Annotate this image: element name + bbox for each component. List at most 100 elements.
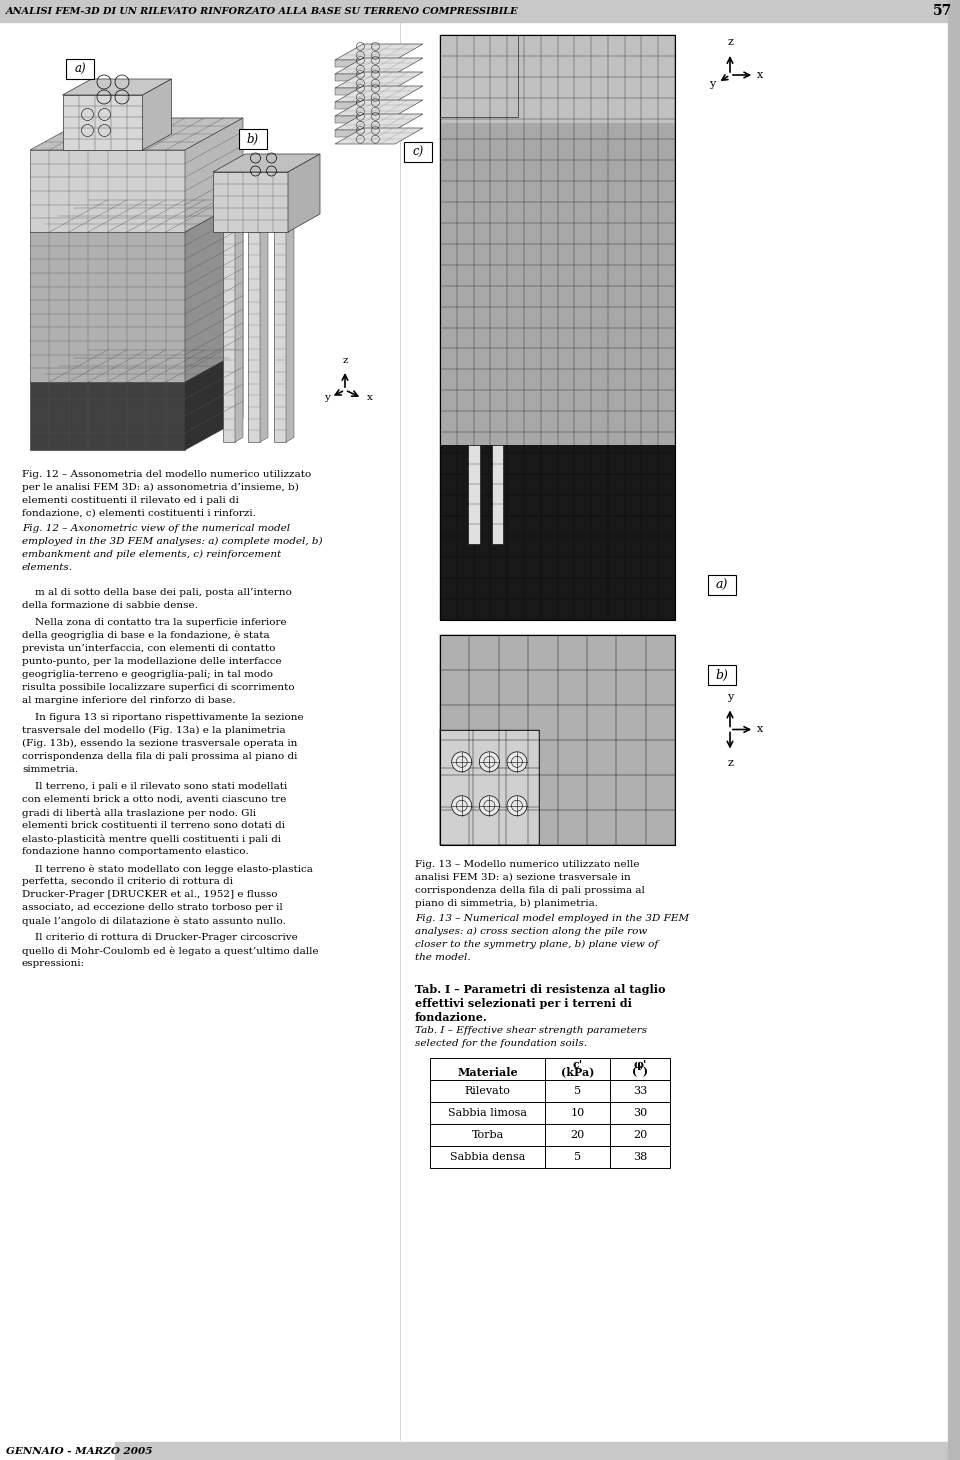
Polygon shape (335, 114, 423, 130)
Polygon shape (335, 128, 423, 145)
Text: Il terreno è stato modellato con legge elasto-plastica: Il terreno è stato modellato con legge e… (22, 864, 313, 873)
Polygon shape (142, 79, 172, 150)
Bar (545, 1080, 610, 1102)
Bar (0, 0, 960, 22)
Text: della geogriglia di base e la fondazione, è stata: della geogriglia di base e la fondazione… (22, 631, 270, 641)
Bar (440, 635, 675, 845)
Text: y: y (709, 79, 716, 89)
Text: quello di Mohr-Coulomb ed è legato a quest’ultimo dalle: quello di Mohr-Coulomb ed è legato a que… (22, 946, 319, 955)
Text: Il criterio di rottura di Drucker-Prager circoscrive: Il criterio di rottura di Drucker-Prager… (22, 933, 298, 942)
Text: gradi di libertà alla traslazione per nodo. Gli: gradi di libertà alla traslazione per no… (22, 807, 256, 818)
Polygon shape (62, 79, 172, 95)
Text: perfetta, secondo il criterio di rottura di: perfetta, secondo il criterio di rottura… (22, 877, 233, 886)
Text: analisi FEM 3D: a) sezione trasversale in: analisi FEM 3D: a) sezione trasversale i… (415, 873, 631, 882)
Polygon shape (274, 232, 286, 442)
Bar (468, 444, 480, 545)
Polygon shape (248, 232, 260, 442)
Circle shape (452, 752, 471, 772)
Bar (440, 35, 517, 117)
Bar (708, 664, 736, 685)
Polygon shape (235, 228, 243, 442)
Text: al margine inferiore del rinforzo di base.: al margine inferiore del rinforzo di bas… (22, 696, 235, 705)
Text: associato, ad eccezione dello strato torboso per il: associato, ad eccezione dello strato tor… (22, 902, 283, 912)
Bar (440, 35, 675, 620)
Text: 20: 20 (570, 1130, 585, 1140)
Text: z: z (727, 758, 732, 768)
Text: Sabbia limosa: Sabbia limosa (448, 1108, 527, 1118)
Bar (492, 444, 503, 545)
Text: φ': φ' (634, 1060, 647, 1070)
Text: trasversale del modello (Fig. 13a) e la planimetria: trasversale del modello (Fig. 13a) e la … (22, 726, 286, 736)
Polygon shape (335, 115, 395, 123)
Text: Fig. 12 – Axonometric view of the numerical model: Fig. 12 – Axonometric view of the numeri… (22, 524, 290, 533)
Text: Drucker-Prager [DRUCKER et al., 1952] e flusso: Drucker-Prager [DRUCKER et al., 1952] e … (22, 891, 277, 899)
Text: per le analisi FEM 3D: a) assonometria d’insieme, b): per le analisi FEM 3D: a) assonometria d… (22, 483, 299, 492)
Text: Torba: Torba (471, 1130, 504, 1140)
Bar (115, 1442, 948, 1460)
Text: risulta possibile localizzare superfici di scorrimento: risulta possibile localizzare superfici … (22, 683, 295, 692)
Bar (545, 1058, 610, 1080)
Text: Il terreno, i pali e il rilevato sono stati modellati: Il terreno, i pali e il rilevato sono st… (22, 783, 287, 791)
Text: a): a) (716, 578, 729, 591)
Text: a): a) (74, 63, 85, 76)
Text: analyses: a) cross section along the pile row: analyses: a) cross section along the pil… (415, 927, 647, 936)
Polygon shape (335, 130, 395, 137)
Bar (440, 730, 539, 845)
Bar (545, 1146, 610, 1168)
Text: 57: 57 (933, 4, 952, 18)
Text: elementi brick costituenti il terreno sono dotati di: elementi brick costituenti il terreno so… (22, 821, 285, 829)
Polygon shape (30, 200, 243, 232)
Text: Sabbia densa: Sabbia densa (450, 1152, 525, 1162)
Circle shape (452, 796, 471, 816)
Bar (610, 1102, 670, 1124)
Text: prevista un’interfaccia, con elementi di contatto: prevista un’interfaccia, con elementi di… (22, 644, 276, 653)
Bar (430, 1146, 545, 1168)
Text: elementi costituenti il rilevato ed i pali di: elementi costituenti il rilevato ed i pa… (22, 496, 239, 505)
Text: fondazione hanno comportamento elastico.: fondazione hanno comportamento elastico. (22, 847, 249, 856)
Bar (545, 1124, 610, 1146)
Bar (948, 0, 960, 1460)
Text: Materiale: Materiale (457, 1066, 517, 1077)
Text: Tab. I – Parametri di resistenza al taglio: Tab. I – Parametri di resistenza al tagl… (415, 984, 665, 996)
Text: ANALISI FEM-3D DI UN RILEVATO RINFORZATO ALLA BASE SU TERRENO COMPRESSIBILE: ANALISI FEM-3D DI UN RILEVATO RINFORZATO… (6, 6, 518, 16)
Text: x: x (756, 70, 762, 80)
Polygon shape (335, 60, 395, 67)
Polygon shape (30, 150, 185, 232)
Text: the model.: the model. (415, 953, 470, 962)
Bar (440, 635, 675, 845)
Bar (610, 1146, 670, 1168)
Bar (430, 1080, 545, 1102)
Circle shape (479, 752, 499, 772)
Text: con elementi brick a otto nodi, aventi ciascuno tre: con elementi brick a otto nodi, aventi c… (22, 796, 286, 804)
Bar (708, 575, 736, 596)
Text: y: y (324, 394, 330, 403)
Bar (610, 1080, 670, 1102)
Polygon shape (30, 118, 243, 150)
Text: 30: 30 (633, 1108, 647, 1118)
Text: 5: 5 (574, 1086, 581, 1096)
Text: 33: 33 (633, 1086, 647, 1096)
Text: Tab. I – Effective shear strength parameters: Tab. I – Effective shear strength parame… (415, 1026, 647, 1035)
Text: 20: 20 (633, 1130, 647, 1140)
Polygon shape (335, 102, 395, 109)
Text: x: x (756, 724, 762, 734)
Polygon shape (335, 86, 423, 102)
Bar (239, 128, 267, 149)
Text: (Fig. 13b), essendo la sezione trasversale operata in: (Fig. 13b), essendo la sezione trasversa… (22, 739, 298, 748)
Text: selected for the foundation soils.: selected for the foundation soils. (415, 1040, 588, 1048)
Text: quale l’angolo di dilatazione è stato assunto nullo.: quale l’angolo di dilatazione è stato as… (22, 915, 286, 926)
Circle shape (507, 752, 527, 772)
Text: y: y (727, 692, 733, 701)
Text: embankment and pile elements, c) reinforcement: embankment and pile elements, c) reinfor… (22, 550, 281, 559)
Polygon shape (223, 232, 235, 442)
Circle shape (507, 796, 527, 816)
Text: employed in the 3D FEM analyses: a) complete model, b): employed in the 3D FEM analyses: a) comp… (22, 537, 323, 546)
Bar (66, 58, 94, 79)
Bar (440, 123, 675, 444)
Text: (kPa): (kPa) (561, 1066, 594, 1077)
Text: closer to the symmetry plane, b) plane view of: closer to the symmetry plane, b) plane v… (415, 940, 659, 949)
Text: simmetria.: simmetria. (22, 765, 78, 774)
Polygon shape (30, 232, 185, 383)
Text: piano di simmetria, b) planimetria.: piano di simmetria, b) planimetria. (415, 899, 598, 908)
Text: 38: 38 (633, 1152, 647, 1162)
